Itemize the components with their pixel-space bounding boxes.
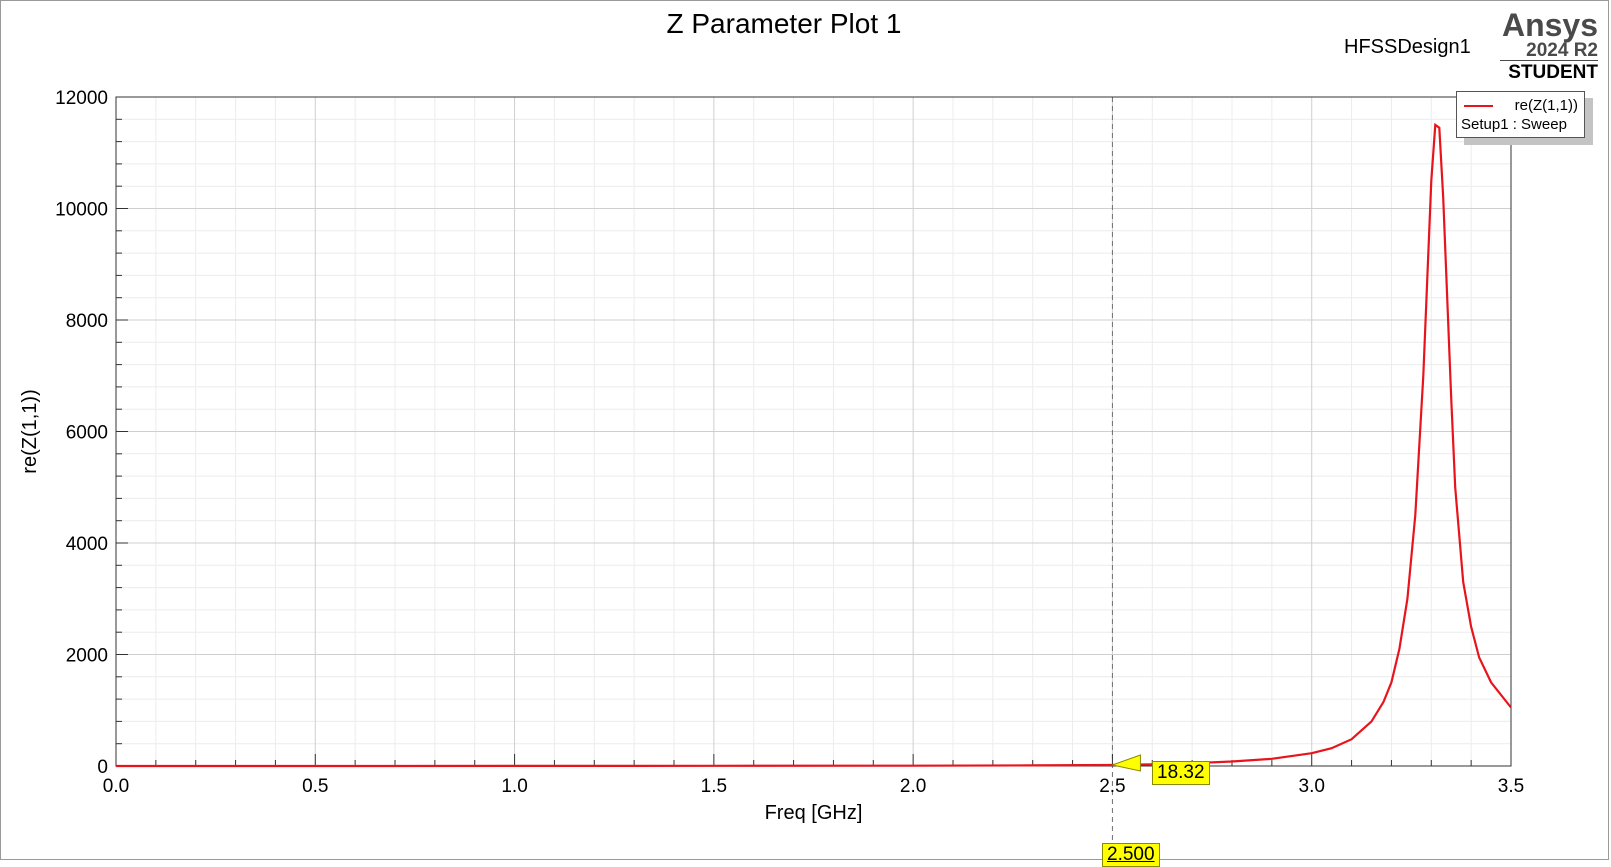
- x-axis-label: Freq [GHz]: [765, 802, 863, 824]
- y-tick-label: 12000: [55, 88, 108, 109]
- legend-series-label: re(Z(1,1)): [1514, 97, 1578, 114]
- chart-title: Z Parameter Plot 1: [666, 8, 902, 39]
- series-line-re-z11[interactable]: [116, 122, 1512, 768]
- y-tick-label: 4000: [66, 534, 108, 555]
- legend-line-swatch: [1464, 105, 1493, 107]
- y-tick-label: 2000: [66, 646, 108, 667]
- major-grid: [115, 96, 1512, 767]
- marker-pointer: [1110, 754, 1141, 772]
- brand-edition: STUDENT: [1508, 62, 1598, 83]
- brand-block: Ansys 2024 R2 STUDENT: [1488, 8, 1598, 85]
- x-tick-label: 0.5: [302, 776, 328, 797]
- x-tick-labels: 0.0 0.5 1.0 1.5 2.0 2.5 3.0 3.5: [103, 776, 1524, 797]
- y-tick-labels: 0 2000 4000 6000 8000 10000 12000: [55, 88, 108, 778]
- x-tick-label: 1.0: [501, 776, 527, 797]
- y-tick-label: 6000: [66, 423, 108, 444]
- y-marker-value[interactable]: 18.32: [1152, 761, 1210, 785]
- y-axis-label: re(Z(1,1)): [19, 389, 41, 473]
- brand-name: Ansys: [1501, 7, 1598, 43]
- x-tick-label: 2.0: [900, 776, 926, 797]
- x-tick-label: 2.5: [1099, 776, 1125, 797]
- legend-source-label: Setup1 : Sweep: [1461, 116, 1567, 133]
- y-tick-label: 8000: [66, 311, 108, 332]
- tick-marks: [115, 96, 1512, 767]
- x-tick-label: 3.0: [1299, 776, 1325, 797]
- x-tick-label: 1.5: [701, 776, 727, 797]
- x-marker-value[interactable]: 2.500: [1102, 843, 1160, 867]
- y-tick-label: 10000: [55, 200, 108, 221]
- legend[interactable]: re(Z(1,1)) Setup1 : Sweep: [1456, 91, 1585, 138]
- x-tick-label: 0.0: [103, 776, 129, 797]
- x-tick-label: 3.5: [1498, 776, 1524, 797]
- brand-version: 2024 R2: [1500, 41, 1598, 61]
- design-name: HFSSDesign1: [1344, 36, 1471, 58]
- y-tick-label: 0: [97, 757, 108, 778]
